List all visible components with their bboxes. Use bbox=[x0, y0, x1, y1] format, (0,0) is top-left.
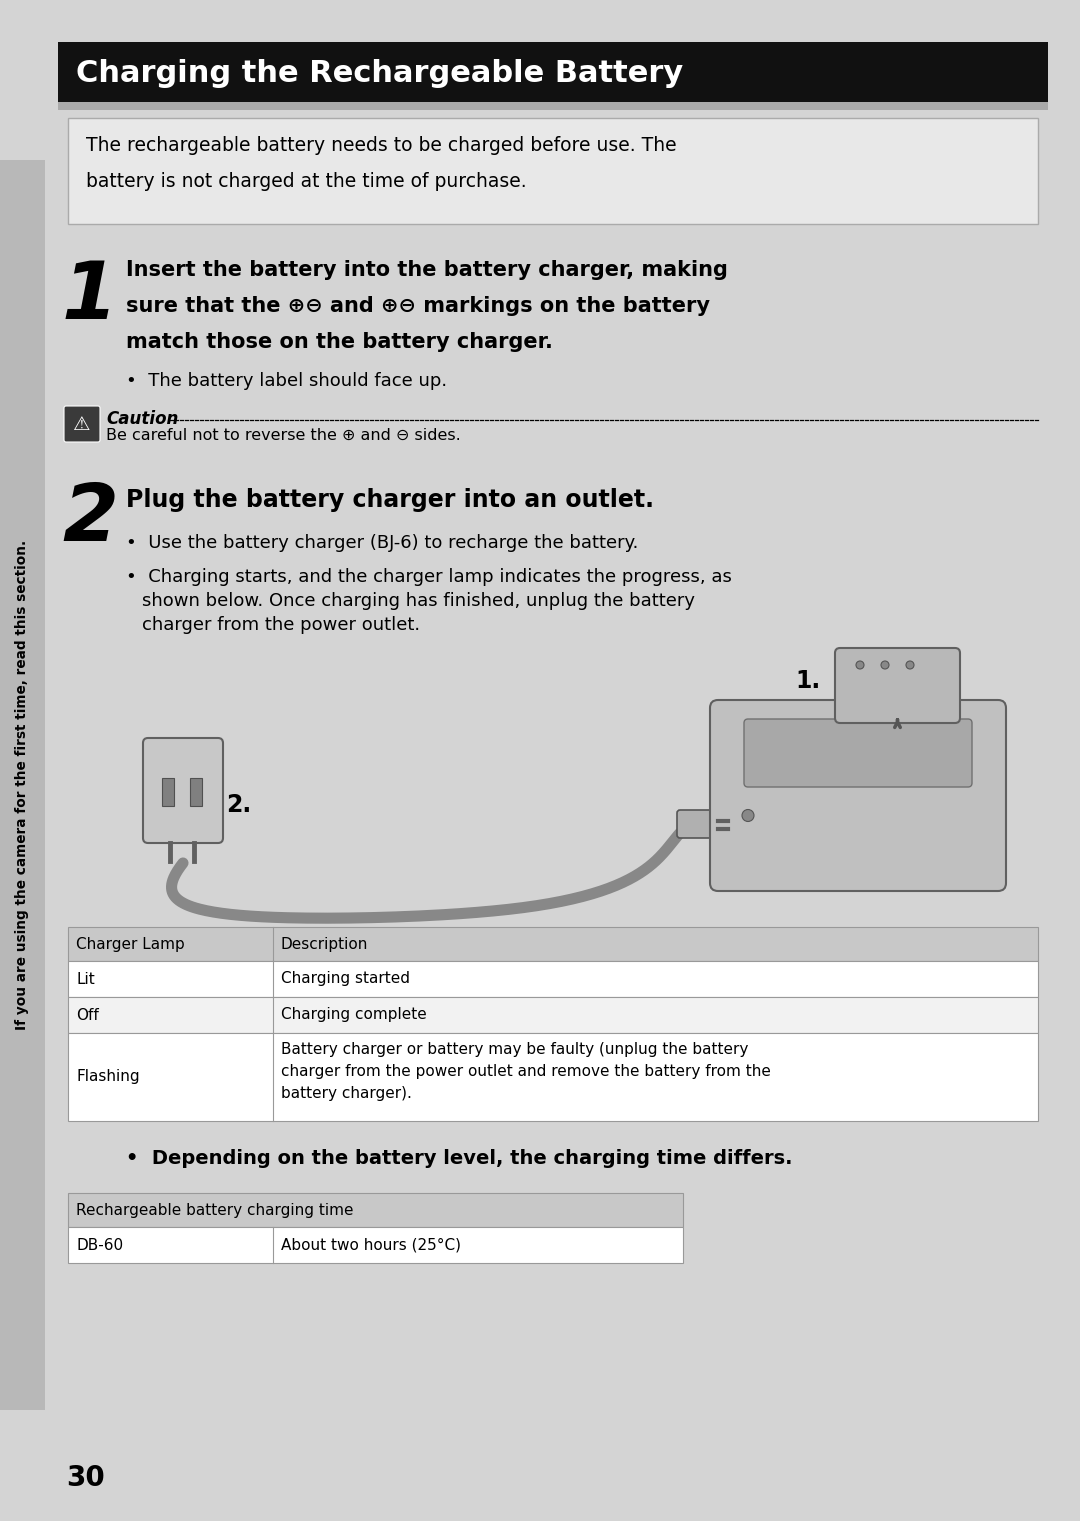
Text: •  Charging starts, and the charger lamp indicates the progress, as: • Charging starts, and the charger lamp … bbox=[126, 567, 732, 586]
FancyBboxPatch shape bbox=[744, 719, 972, 786]
Text: •  Depending on the battery level, the charging time differs.: • Depending on the battery level, the ch… bbox=[126, 1148, 793, 1168]
Circle shape bbox=[742, 809, 754, 821]
Text: match those on the battery charger.: match those on the battery charger. bbox=[126, 332, 553, 351]
Text: Charging complete: Charging complete bbox=[281, 1007, 427, 1022]
Circle shape bbox=[856, 662, 864, 669]
Text: Charging started: Charging started bbox=[281, 972, 410, 987]
Bar bbox=[68, 119, 1038, 224]
Text: •  Use the battery charger (BJ-6) to recharge the battery.: • Use the battery charger (BJ-6) to rech… bbox=[126, 534, 638, 552]
Bar bbox=[58, 102, 1048, 110]
Text: Off: Off bbox=[76, 1007, 98, 1022]
FancyBboxPatch shape bbox=[835, 648, 960, 722]
Text: 2.: 2. bbox=[226, 792, 252, 817]
Text: 1: 1 bbox=[62, 259, 118, 336]
Text: •  The battery label should face up.: • The battery label should face up. bbox=[126, 373, 447, 389]
Circle shape bbox=[881, 662, 889, 669]
Text: If you are using the camera for the first time, read this section.: If you are using the camera for the firs… bbox=[15, 540, 29, 1030]
Text: 2: 2 bbox=[62, 481, 118, 558]
Bar bbox=[68, 926, 1038, 961]
Text: Charger Lamp: Charger Lamp bbox=[76, 937, 185, 952]
Bar bbox=[58, 43, 1048, 102]
Text: Description: Description bbox=[281, 937, 368, 952]
Bar bbox=[162, 779, 174, 806]
Text: Be careful not to reverse the ⊕ and ⊖ sides.: Be careful not to reverse the ⊕ and ⊖ si… bbox=[106, 427, 461, 443]
Bar bbox=[68, 1227, 683, 1262]
Text: sure that the ⊕⊖ and ⊕⊖ markings on the battery: sure that the ⊕⊖ and ⊕⊖ markings on the … bbox=[126, 297, 710, 316]
Text: charger from the power outlet.: charger from the power outlet. bbox=[141, 616, 420, 634]
Text: ⚠: ⚠ bbox=[73, 415, 91, 433]
Text: shown below. Once charging has finished, unplug the battery: shown below. Once charging has finished,… bbox=[141, 592, 696, 610]
Bar bbox=[0, 160, 45, 1410]
Text: 1.: 1. bbox=[795, 669, 820, 692]
Bar bbox=[68, 1192, 683, 1227]
Text: Charging the Rechargeable Battery: Charging the Rechargeable Battery bbox=[76, 58, 684, 88]
FancyBboxPatch shape bbox=[710, 700, 1005, 891]
Text: Insert the battery into the battery charger, making: Insert the battery into the battery char… bbox=[126, 260, 728, 280]
Text: Lit: Lit bbox=[76, 972, 95, 987]
Text: Rechargeable battery charging time: Rechargeable battery charging time bbox=[76, 1203, 353, 1217]
Text: Plug the battery charger into an outlet.: Plug the battery charger into an outlet. bbox=[126, 488, 654, 513]
Bar bbox=[68, 961, 1038, 996]
Circle shape bbox=[906, 662, 914, 669]
Text: battery is not charged at the time of purchase.: battery is not charged at the time of pu… bbox=[86, 172, 527, 192]
Text: Flashing: Flashing bbox=[76, 1069, 139, 1084]
Text: 30: 30 bbox=[66, 1465, 105, 1492]
FancyBboxPatch shape bbox=[64, 406, 100, 443]
Text: The rechargeable battery needs to be charged before use. The: The rechargeable battery needs to be cha… bbox=[86, 135, 677, 155]
Text: DB-60: DB-60 bbox=[76, 1238, 123, 1252]
Text: Battery charger or battery may be faulty (unplug the battery: Battery charger or battery may be faulty… bbox=[281, 1042, 748, 1057]
Text: charger from the power outlet and remove the battery from the: charger from the power outlet and remove… bbox=[281, 1065, 771, 1078]
Bar bbox=[68, 1033, 1038, 1121]
FancyBboxPatch shape bbox=[143, 738, 222, 843]
Text: About two hours (25°C): About two hours (25°C) bbox=[281, 1238, 461, 1252]
FancyBboxPatch shape bbox=[677, 811, 718, 838]
Bar bbox=[68, 996, 1038, 1033]
Text: battery charger).: battery charger). bbox=[281, 1086, 411, 1101]
Text: Caution: Caution bbox=[106, 411, 178, 427]
Bar bbox=[190, 779, 202, 806]
